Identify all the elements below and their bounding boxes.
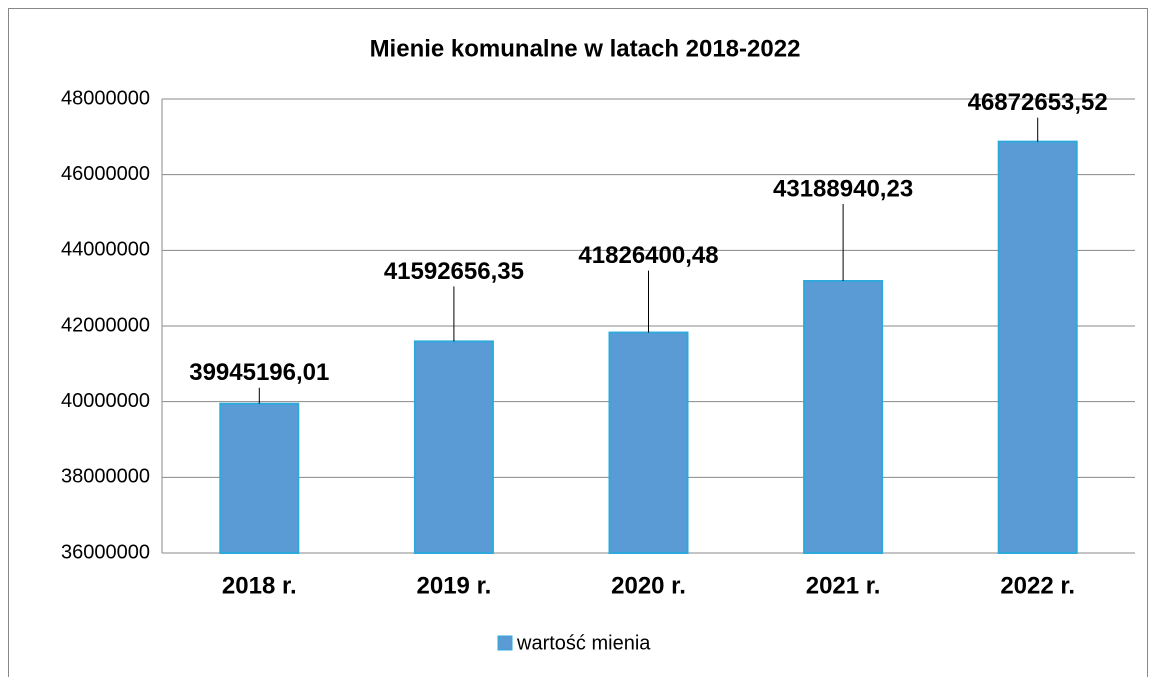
y-tick-label: 44000000 <box>61 239 150 261</box>
data-label: 41826400,48 <box>578 242 718 269</box>
x-tick-label: 2021 r. <box>806 572 881 599</box>
legend-swatch <box>497 635 513 651</box>
data-label: 41592656,35 <box>384 258 524 285</box>
bar <box>413 340 494 554</box>
y-tick-label: 40000000 <box>61 390 150 412</box>
data-label: 43188940,23 <box>773 175 913 202</box>
x-tick-label: 2019 r. <box>417 572 492 599</box>
y-tick-label: 46000000 <box>61 163 150 185</box>
y-tick-label: 38000000 <box>61 466 150 488</box>
x-tick-label: 2020 r. <box>611 572 686 599</box>
x-tick-label: 2018 r. <box>222 572 297 599</box>
y-tick-label: 36000000 <box>61 541 150 563</box>
bar <box>997 140 1078 554</box>
data-label: 39945196,01 <box>189 359 329 386</box>
chart-title: Mienie komunalne w latach 2018-2022 <box>370 35 801 62</box>
y-tick-label: 48000000 <box>61 87 150 109</box>
data-label: 46872653,52 <box>968 89 1108 116</box>
bar <box>219 402 300 554</box>
bar <box>803 280 884 554</box>
chart-border <box>8 8 1148 677</box>
bar <box>608 331 689 554</box>
x-tick-label: 2022 r. <box>1000 572 1075 599</box>
y-tick-label: 42000000 <box>61 314 150 336</box>
legend-label: wartość mienia <box>516 632 651 654</box>
